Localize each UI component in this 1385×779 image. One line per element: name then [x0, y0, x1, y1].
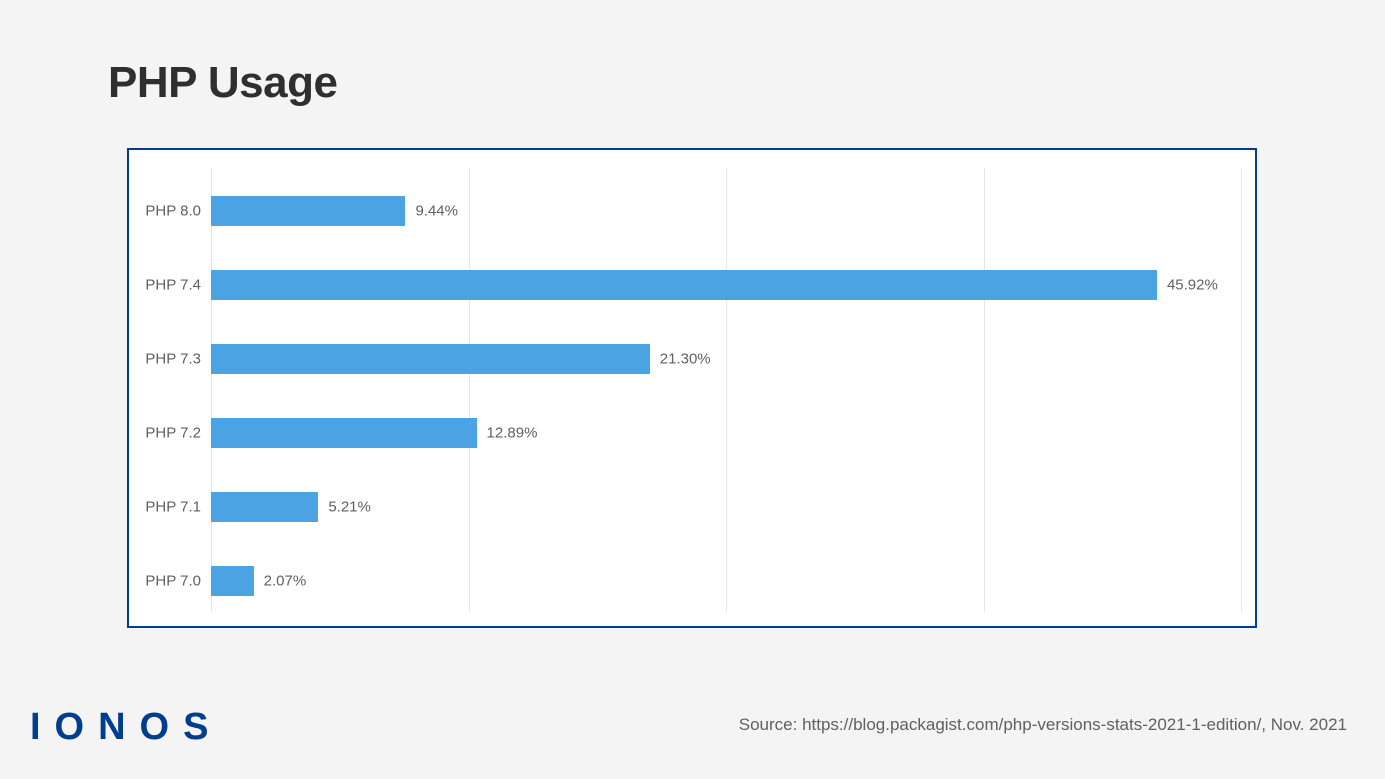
grid-line [726, 168, 727, 612]
chart-row: PHP 7.445.92% [211, 270, 1241, 300]
chart-row: PHP 8.09.44% [211, 196, 1241, 226]
bar [211, 418, 477, 448]
bar [211, 270, 1157, 300]
value-label: 9.44% [415, 203, 458, 220]
value-label: 5.21% [328, 499, 371, 516]
value-label: 12.89% [487, 425, 538, 442]
category-label: PHP 7.2 [145, 425, 201, 442]
chart-row: PHP 7.212.89% [211, 418, 1241, 448]
category-label: PHP 7.3 [145, 351, 201, 368]
bar [211, 566, 254, 596]
category-label: PHP 8.0 [145, 203, 201, 220]
bar [211, 196, 405, 226]
grid-line [984, 168, 985, 612]
category-label: PHP 7.4 [145, 277, 201, 294]
grid-line [1241, 168, 1242, 612]
chart-row: PHP 7.02.07% [211, 566, 1241, 596]
value-label: 2.07% [264, 573, 307, 590]
ionos-logo: IONOS [30, 706, 222, 749]
chart-plot-area: PHP 8.09.44% PHP 7.445.92% PHP 7.321.30% PH… [211, 168, 1241, 612]
chart-container: PHP 8.09.44%PHP 7.445.92%PHP 7.321.30%PH… [127, 148, 1257, 628]
source-text: Source: https://blog.packagist.com/php-v… [739, 715, 1347, 735]
category-label: PHP 7.0 [145, 573, 201, 590]
grid-line [469, 168, 470, 612]
chart-row: PHP 7.321.30% [211, 344, 1241, 374]
value-label: 45.92% [1167, 277, 1218, 294]
bar [211, 344, 650, 374]
category-label: PHP 7.1 [145, 499, 201, 516]
bar [211, 492, 318, 522]
chart-row: PHP 7.15.21% [211, 492, 1241, 522]
value-label: 21.30% [660, 351, 711, 368]
grid-line [211, 168, 212, 612]
page-title: PHP Usage [108, 58, 337, 108]
